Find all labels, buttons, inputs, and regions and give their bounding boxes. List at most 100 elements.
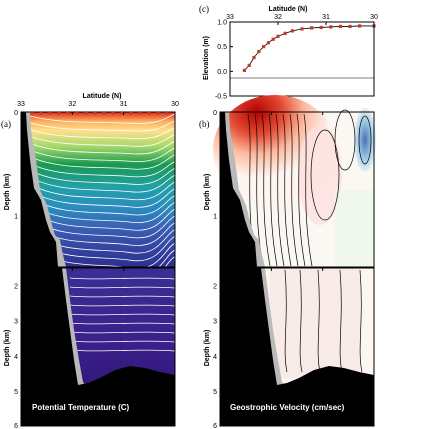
a-y-tick-label: 2 — [14, 284, 18, 291]
c-plot-frame — [229, 21, 375, 97]
panel-label-b: (b) — [199, 119, 210, 129]
a-x-tick-label: 31 — [120, 101, 128, 108]
a-lower-frame — [20, 267, 176, 427]
a-y-tick-label: 6 — [14, 423, 18, 429]
a-deep-isotherm — [69, 349, 176, 352]
a-station-marker — [48, 112, 52, 115]
a-y-tick-label: 1 — [14, 213, 18, 220]
b-title: Geostrophic Velocity (cm/sec) — [230, 403, 345, 412]
a-lower-y-axis-label: Depth (km) — [4, 330, 11, 367]
a-deep-isotherm — [69, 304, 176, 307]
b-lower-y-axis-label: Depth (km) — [204, 330, 211, 367]
b-deep-velocity-contour — [317, 269, 321, 373]
c-data-point — [257, 50, 261, 54]
c-data-point — [358, 24, 362, 28]
c-data-point — [276, 34, 280, 38]
b-upper-topography — [220, 112, 257, 267]
c-y-tick-label: 0.0 — [217, 69, 227, 76]
b-velocity-contour-loop — [358, 115, 372, 165]
a-isotherm — [29, 113, 176, 124]
a-isotherm — [29, 168, 176, 185]
a-isotherm — [29, 120, 176, 132]
c-data-point — [338, 24, 342, 29]
b-deep-velocity-contour — [339, 269, 343, 373]
b-lower-frame — [219, 267, 375, 427]
a-upper-y-axis-label: Depth (km) — [4, 174, 11, 211]
c-y-axis-label: Elevation (m) — [203, 36, 210, 80]
c-data-point — [247, 63, 251, 68]
b-y-tick-label: 2 — [213, 284, 217, 291]
b-velocity-contour — [261, 113, 271, 267]
a-deep-isotherm — [69, 313, 176, 316]
a-isotherm — [29, 127, 176, 140]
a-station-marker — [39, 112, 43, 115]
b-velocity-contour — [282, 113, 292, 267]
a-isotherm — [29, 188, 176, 208]
a-isotherm — [29, 202, 176, 223]
c-y-tick-label: -0.5 — [215, 94, 227, 101]
b-upper-frame — [219, 111, 375, 268]
a-station-marker — [30, 112, 34, 115]
b-y-tick-label: 3 — [213, 319, 217, 326]
a-y-tick-label: 3 — [14, 319, 18, 326]
c-data-point — [252, 55, 256, 60]
b-velocity-contour — [289, 113, 299, 267]
b-velocity-contour — [296, 113, 306, 267]
panel-label-c: (c) — [199, 4, 209, 14]
a-deep-isotherm — [69, 286, 176, 289]
c-x-tick-label: 30 — [370, 14, 378, 21]
b-y-tick-label: 6 — [213, 423, 217, 429]
a-x-tick-label: 33 — [17, 101, 25, 108]
a-lower-contours — [69, 277, 176, 352]
c-data-point — [329, 25, 333, 29]
a-x-axis-label: Latitude (N) — [83, 93, 122, 100]
c-data-point — [310, 26, 314, 30]
a-title: Potential Temperature (C) — [32, 403, 130, 412]
b-velocity-contour — [268, 113, 278, 267]
b-velocity-contour — [303, 113, 313, 267]
b-velocity-contour-loop — [310, 129, 340, 221]
a-isotherm — [29, 161, 176, 178]
a-station-marker — [102, 112, 106, 115]
c-x-tick-label: 32 — [274, 14, 282, 21]
b-lower-contours — [284, 269, 363, 373]
a-y-tick-label: 4 — [14, 354, 18, 361]
c-x-axis-label: Latitude (N) — [269, 6, 308, 13]
c-y-tick-label: 0.5 — [217, 44, 227, 51]
a-isotherm — [29, 208, 176, 231]
c-x-tick-label: 31 — [322, 14, 330, 21]
a-station-marker — [84, 112, 88, 115]
c-data-point — [348, 24, 352, 29]
a-station-marker — [120, 112, 124, 115]
b-velocity-contour-loop — [334, 109, 356, 171]
a-station-marker — [57, 112, 61, 115]
b-y-tick-label: 5 — [213, 389, 217, 396]
a-station-marker — [75, 112, 79, 115]
a-deep-isotherm — [69, 331, 176, 334]
b-y-tick-label: 4 — [213, 354, 217, 361]
a-isotherm — [29, 134, 176, 147]
c-series-points — [242, 24, 376, 72]
a-axis-ticks: 33 32 31 30 0 1 2 3 4 5 6 — [14, 101, 179, 429]
a-station-marker — [147, 112, 151, 115]
a-upper-frame — [20, 111, 176, 268]
b-y-tick-label: 1 — [213, 213, 217, 220]
a-deep-isotherm — [69, 340, 176, 343]
c-data-point — [300, 27, 304, 31]
a-isotherm — [29, 215, 176, 239]
panel-label-a: (a) — [1, 119, 11, 129]
a-station-marker — [93, 112, 97, 115]
c-data-point — [319, 25, 323, 30]
a-station-marker — [138, 112, 142, 115]
a-x-tick-label: 32 — [68, 101, 76, 108]
c-data-point — [290, 29, 294, 33]
b-upper-y-axis-label: Depth (km) — [204, 174, 211, 211]
b-axis-ticks: 0 1 2 3 4 5 6 — [213, 110, 375, 429]
a-isotherm — [29, 174, 176, 193]
a-station-marker — [66, 112, 70, 115]
c-axis-ticks: 33 32 31 30 -0.5 0.0 0.5 1.0 — [215, 14, 378, 101]
b-red-lobe — [298, 125, 342, 225]
a-isotherm — [29, 140, 176, 155]
b-lower-topography — [220, 268, 374, 426]
